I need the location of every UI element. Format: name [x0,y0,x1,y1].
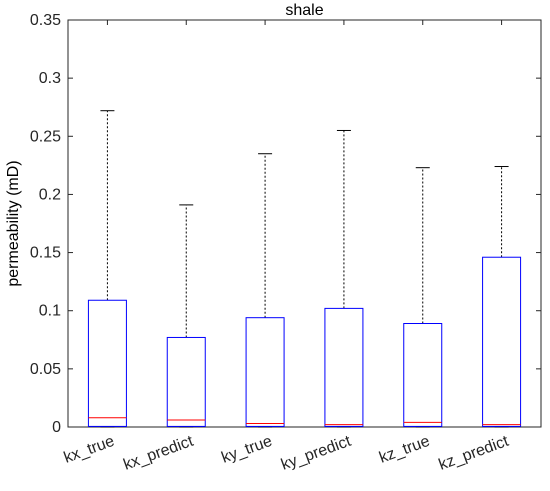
box-kz_true [403,323,443,427]
chart-title: shale [285,2,323,19]
y-tick-label: 0.3 [39,70,61,87]
box-kz_predict [482,256,522,427]
box-ky_predict [324,307,364,427]
y-tick-label: 0.35 [30,12,61,29]
x-tick-label: kz_predict [437,433,512,474]
x-tick-label: kx_true [62,433,117,467]
x-tick-label: kx_predict [121,433,196,474]
axes-frame [67,19,542,428]
y-tick-label: 0.2 [39,186,61,203]
y-tick-label: 0 [52,419,61,436]
x-tick-label: ky_predict [279,433,354,474]
box-ky_true [245,317,285,427]
y-tick-label: 0.25 [30,128,61,145]
x-tick-label: ky_true [219,433,274,467]
plot-area: 0 0.05 0.1 0.15 0.2 0.25 0.3 0.35 kx_true kx_pred… [30,12,542,474]
y-tick-label: 0.1 [39,303,61,320]
x-tick-label: kz_true [377,433,432,467]
y-tick-label: 0.15 [30,245,61,262]
box-kx_predict [166,336,206,427]
box-kx_true [87,299,127,427]
y-tick-label: 0.05 [30,361,61,378]
y-axis-label: permeability (mD) [5,160,22,286]
